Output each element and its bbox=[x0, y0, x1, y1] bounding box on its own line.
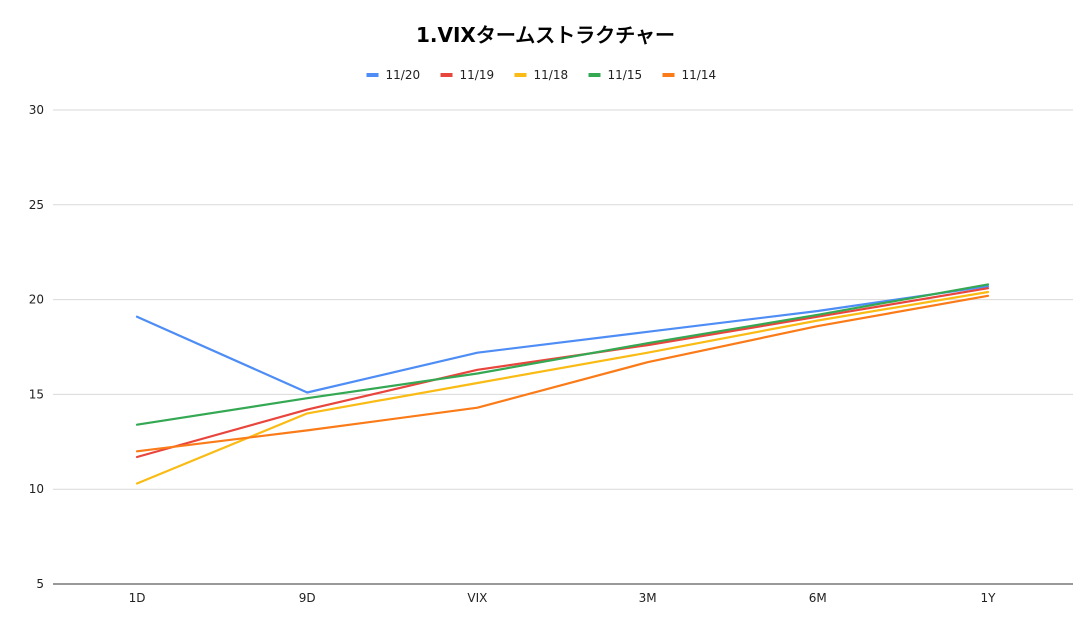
legend-swatch bbox=[366, 73, 379, 77]
legend-swatch bbox=[440, 73, 453, 77]
legend-item-11-20[interactable]: 11/20 bbox=[366, 68, 421, 82]
legend-item-11-15[interactable]: 11/15 bbox=[588, 68, 643, 82]
x-tick-label: 1Y bbox=[981, 591, 997, 605]
y-tick-label: 15 bbox=[29, 387, 44, 401]
legend-label: 11/18 bbox=[534, 68, 569, 82]
x-tick-label: 9D bbox=[299, 591, 316, 605]
gridlines bbox=[53, 109, 1073, 585]
legend-swatch bbox=[588, 73, 601, 77]
y-tick-label: 25 bbox=[29, 198, 44, 212]
legend-swatch bbox=[514, 73, 527, 77]
series-group bbox=[135, 283, 990, 485]
legend-item-11-18[interactable]: 11/18 bbox=[514, 68, 569, 82]
legend-item-11-19[interactable]: 11/19 bbox=[440, 68, 495, 82]
y-axis: 5 10 15 20 25 30 bbox=[29, 103, 44, 591]
series-line-11-18 bbox=[135, 290, 990, 485]
y-tick-label: 30 bbox=[29, 103, 44, 117]
legend-swatch bbox=[662, 73, 675, 77]
x-tick-label: 3M bbox=[639, 591, 657, 605]
x-axis: 1D 9D VIX 3M 6M 1Y bbox=[129, 591, 997, 605]
legend-label: 11/19 bbox=[460, 68, 495, 82]
legend-label: 11/14 bbox=[682, 68, 717, 82]
x-tick-label: VIX bbox=[467, 591, 487, 605]
y-tick-label: 5 bbox=[36, 577, 44, 591]
x-tick-label: 6M bbox=[809, 591, 827, 605]
series-line-11-14 bbox=[135, 294, 990, 453]
y-tick-label: 10 bbox=[29, 482, 44, 496]
legend-item-11-14[interactable]: 11/14 bbox=[662, 68, 717, 82]
chart-title: 1.VIXタームストラクチャー bbox=[416, 23, 675, 47]
legend: 11/20 11/19 11/18 11/15 11/14 bbox=[366, 68, 717, 82]
legend-label: 11/20 bbox=[386, 68, 421, 82]
series-line-11-20 bbox=[135, 285, 990, 394]
legend-label: 11/15 bbox=[608, 68, 643, 82]
series-line-11-15 bbox=[135, 283, 990, 426]
y-tick-label: 20 bbox=[29, 293, 44, 307]
x-tick-label: 1D bbox=[129, 591, 146, 605]
